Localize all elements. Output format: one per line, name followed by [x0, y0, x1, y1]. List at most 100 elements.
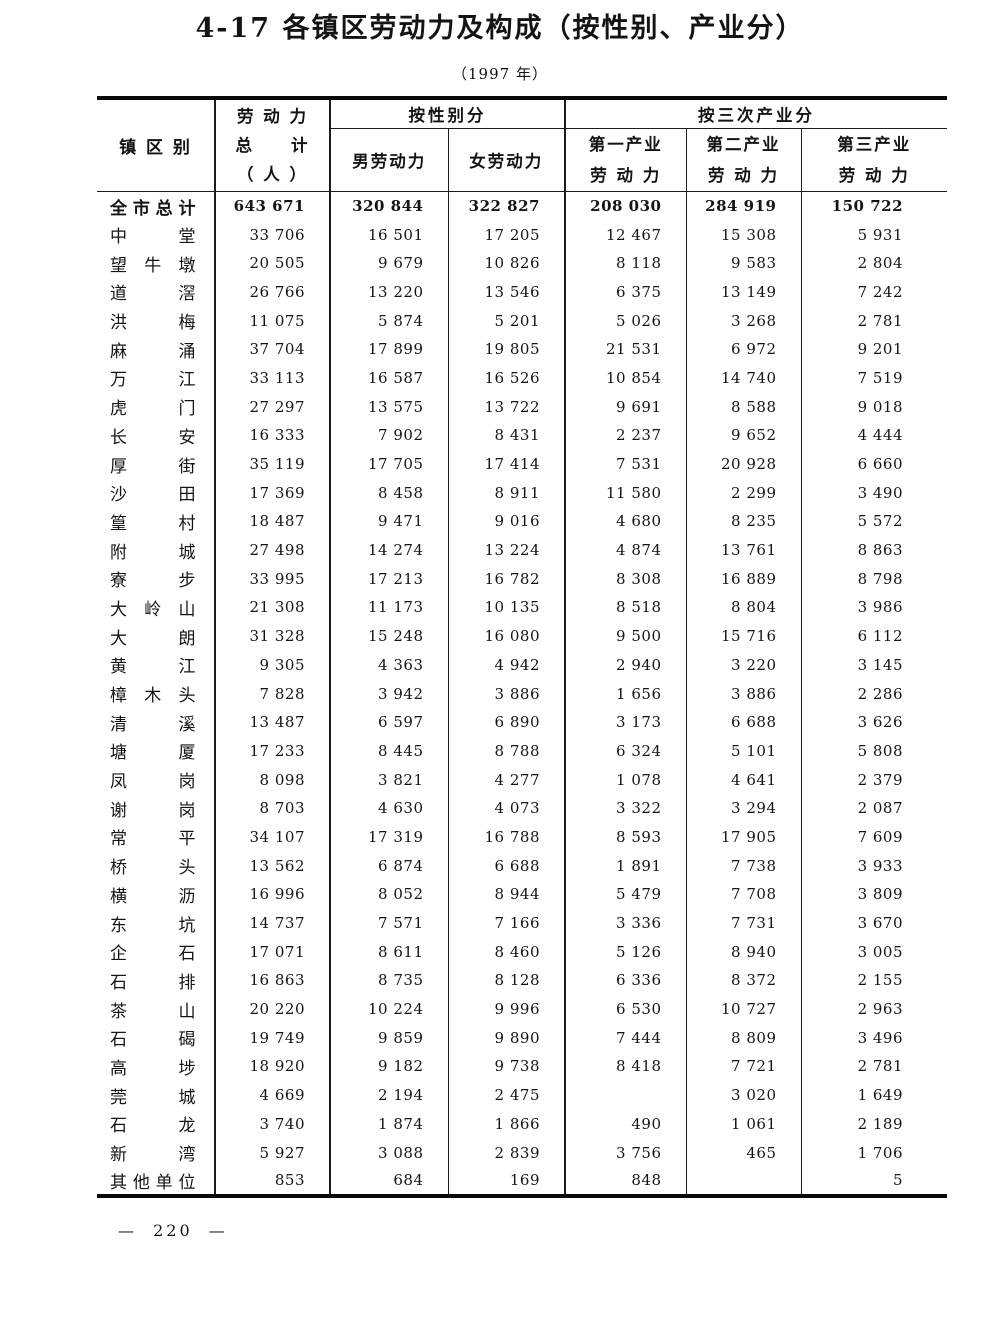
total-labor-value: 26 766	[215, 277, 331, 307]
total-labor-value: 7 828	[215, 679, 331, 708]
region-name-cell: 洪梅	[97, 306, 216, 335]
male-labor-value: 8 735	[330, 966, 449, 995]
female-labor-value: 9 738	[448, 1052, 566, 1081]
region-name: 桥头	[110, 858, 196, 879]
industry3-labor-value: 8 863	[857, 541, 904, 560]
region-name-cell: 石龙	[97, 1109, 216, 1139]
region-name: 麻涌	[110, 341, 196, 362]
table-row: 清溪 13 487 6 597 6 890 3 173 6 688 3 626	[97, 707, 947, 737]
table-row: 石龙 3 740 1 874 1 866 490 1 061 2 189	[97, 1109, 947, 1139]
industry1-labor-value: 2 940	[565, 650, 687, 680]
industry1-labor-value: 8 593	[565, 822, 687, 852]
industry1-labor-value: 5 479	[565, 880, 687, 909]
total-labor-value: 35 119	[215, 449, 331, 479]
industry3-labor-value: 3 490	[857, 483, 904, 502]
industry1-labor-value: 490	[565, 1109, 687, 1139]
male-labor-value: 3 088	[330, 1138, 449, 1167]
industry1-labor-value: 1 891	[565, 851, 687, 880]
table-row: 沙田 17 369 8 458 8 911 11 580 2 299 3 490	[97, 478, 947, 508]
male-labor-value: 5 874	[330, 306, 449, 335]
table-row: 石排 16 863 8 735 8 128 6 336 8 372 2 155	[97, 966, 947, 995]
page-title: 4-17 各镇区劳动力及构成（按性别、产业分）	[195, 13, 805, 44]
industry1-labor-value: 7 444	[565, 1023, 687, 1053]
total-labor-value: 18 487	[215, 507, 331, 536]
male-labor-value: 8 445	[330, 736, 449, 766]
region-name: 樟木头	[110, 686, 196, 707]
industry2-labor-value: 7 708	[686, 880, 802, 909]
industry2-labor-value: 7 721	[686, 1052, 802, 1081]
male-labor-value: 16 587	[330, 363, 449, 393]
male-labor-value: 7 902	[330, 421, 449, 450]
table-row: 大朗 31 328 15 248 16 080 9 500 15 716 6 1…	[97, 621, 947, 651]
table-row: 横沥 16 996 8 052 8 944 5 479 7 708 3 809	[97, 880, 947, 909]
industry3-labor-value: 3 670	[857, 914, 904, 933]
female-labor-value: 9 890	[448, 1023, 566, 1053]
industry3-labor-value: 5 572	[857, 512, 904, 531]
female-labor-value: 10 135	[448, 593, 566, 622]
total-labor-value: 16 863	[215, 966, 331, 995]
region-name: 附城	[110, 542, 196, 563]
region-name-cell: 望牛墩	[97, 248, 216, 278]
industry2-labor-value: 284 919	[686, 191, 802, 221]
industry2-labor-value: 8 809	[686, 1023, 802, 1053]
total-labor-value: 11 075	[215, 306, 331, 335]
industry1-labor-value: 6 336	[565, 966, 687, 995]
total-labor-value: 9 305	[215, 650, 331, 680]
region-name: 道滘	[110, 284, 196, 305]
total-labor-value: 18 920	[215, 1052, 331, 1081]
region-name: 谢岗	[110, 800, 196, 821]
industry3-labor-value: 2 781	[857, 1057, 904, 1076]
industry1-labor-value: 5 026	[565, 306, 687, 335]
female-labor-value: 3 886	[448, 679, 566, 708]
industry1-labor-value: 1 078	[565, 765, 687, 794]
table-row: 篁村 18 487 9 471 9 016 4 680 8 235 5 572	[97, 507, 947, 536]
table-row: 谢岗 8 703 4 630 4 073 3 322 3 294 2 087	[97, 793, 947, 823]
male-labor-value: 13 220	[330, 277, 449, 307]
total-labor-value: 21 308	[215, 593, 331, 622]
female-labor-value: 2 475	[448, 1080, 566, 1110]
industry2-labor-value: 6 972	[686, 334, 802, 364]
region-name-cell: 麻涌	[97, 334, 216, 364]
region-name-cell: 东坑	[97, 908, 216, 938]
female-labor-value: 6 688	[448, 851, 566, 880]
table-row: 洪梅 11 075 5 874 5 201 5 026 3 268 2 781	[97, 306, 947, 335]
industry1-labor-value: 2 237	[565, 421, 687, 450]
industry3-labor-value: 7 519	[857, 368, 904, 387]
industry2-labor-value: 7 731	[686, 908, 802, 938]
industry1-labor-value: 5 126	[565, 937, 687, 967]
male-labor-value: 16 501	[330, 220, 449, 249]
industry1-labor-value: 3 756	[565, 1138, 687, 1167]
industry1-labor-value: 8 418	[565, 1052, 687, 1081]
female-labor-value: 10 826	[448, 248, 566, 278]
industry3-labor-value: 5 931	[857, 225, 904, 244]
female-labor-value: 19 805	[448, 334, 566, 364]
total-labor-value: 33 706	[215, 220, 331, 249]
table-row: 附城 27 498 14 274 13 224 4 874 13 761 8 8…	[97, 535, 947, 565]
industry3-labor-value: 3 005	[857, 942, 904, 961]
region-name-cell: 茶山	[97, 994, 216, 1024]
industry2-labor-value: 13 761	[686, 535, 802, 565]
industry2-labor-value: 16 889	[686, 564, 802, 594]
region-name-cell: 新湾	[97, 1138, 216, 1167]
female-labor-value: 6 890	[448, 707, 566, 737]
col-header-male-labor: 男劳动力	[330, 128, 449, 192]
industry1-labor-value: 8 118	[565, 248, 687, 278]
female-labor-value: 13 224	[448, 535, 566, 565]
total-labor-value: 27 297	[215, 392, 331, 421]
male-labor-value: 7 571	[330, 908, 449, 938]
region-name-cell: 大朗	[97, 621, 216, 651]
industry1-labor-value: 8 518	[565, 593, 687, 622]
total-labor-value: 33 113	[215, 363, 331, 393]
region-name-cell: 塘厦	[97, 736, 216, 766]
table-row: 东坑 14 737 7 571 7 166 3 336 7 731 3 670	[97, 908, 947, 938]
industry1-labor-value: 3 336	[565, 908, 687, 938]
col-group-by-industry: 按三次产业分	[565, 98, 948, 129]
region-name: 石碣	[110, 1030, 196, 1051]
industry2-labor-value: 8 372	[686, 966, 802, 995]
industry2-labor-value	[686, 1166, 802, 1196]
total-labor-value: 17 071	[215, 937, 331, 967]
male-labor-value: 17 213	[330, 564, 449, 594]
region-name-cell: 篁村	[97, 507, 216, 536]
female-labor-value: 16 788	[448, 822, 566, 852]
industry1-labor-value: 7 531	[565, 449, 687, 479]
